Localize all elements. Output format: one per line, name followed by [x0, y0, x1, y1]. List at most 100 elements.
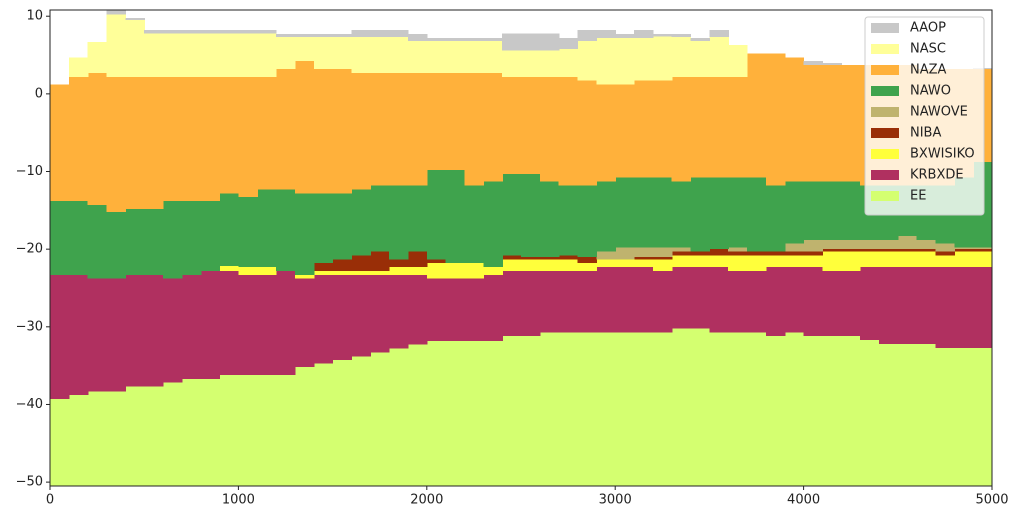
y-tick-label: −20 — [16, 242, 43, 257]
area-step — [803, 65, 824, 182]
area-step — [294, 274, 315, 279]
x-tick-label: 4000 — [787, 493, 820, 508]
legend: AAOP NASC NAZA NAWO NAWOVE NIBA BXWISIKO KRBXDE… — [864, 16, 985, 216]
area-step — [464, 278, 484, 341]
area-step — [615, 247, 635, 260]
area-step — [615, 259, 635, 268]
area-step — [897, 235, 918, 250]
area-step — [426, 278, 447, 341]
area-step — [803, 267, 824, 337]
area-step — [652, 36, 673, 81]
area-step — [765, 185, 786, 252]
area-step — [257, 374, 277, 486]
area-step — [671, 181, 692, 248]
area-step — [596, 251, 616, 260]
area-step — [747, 332, 767, 486]
area-step — [935, 251, 955, 256]
area-step — [426, 41, 447, 73]
area-step — [106, 14, 126, 77]
area-step — [426, 72, 447, 170]
area-step — [803, 61, 824, 66]
area-step — [728, 332, 748, 486]
area-step — [577, 263, 597, 271]
area-step — [68, 274, 89, 396]
legend-swatch — [871, 65, 899, 75]
area-step — [690, 255, 710, 268]
area-step — [973, 347, 992, 486]
area-step — [294, 37, 315, 62]
area-step — [558, 76, 579, 186]
area-step — [973, 249, 992, 252]
area-step — [464, 41, 484, 73]
area-step — [634, 177, 654, 248]
legend-label: NIBA — [910, 126, 941, 141]
area-step — [125, 20, 145, 77]
area-step — [50, 201, 70, 275]
area-step — [389, 274, 409, 349]
area-step — [351, 270, 371, 275]
legend-swatch — [871, 191, 899, 201]
area-step — [728, 251, 748, 256]
area-step — [389, 348, 409, 486]
area-step — [200, 33, 221, 77]
area-step — [332, 270, 353, 275]
area-step — [426, 37, 447, 42]
area-step — [916, 343, 937, 486]
area-step — [747, 251, 767, 256]
legend-label: NAZA — [910, 63, 947, 78]
area-step — [784, 255, 805, 268]
area-step — [502, 255, 522, 260]
area-step — [276, 374, 296, 486]
area-step — [483, 72, 503, 182]
area-step — [822, 65, 842, 182]
area-step — [652, 332, 673, 486]
area-step — [445, 169, 466, 264]
area-step — [219, 270, 239, 375]
area-step — [370, 274, 390, 353]
area-step — [276, 189, 296, 271]
area-step — [483, 181, 503, 268]
area-step — [370, 270, 390, 275]
area-step — [426, 340, 447, 486]
area-step — [615, 84, 635, 178]
area-step — [125, 76, 145, 209]
area-step — [709, 255, 729, 268]
x-tick-label: 3000 — [599, 493, 632, 508]
area-step — [747, 255, 767, 271]
area-step — [671, 247, 692, 252]
area-step — [502, 259, 522, 271]
area-step — [690, 177, 710, 252]
area-step — [916, 267, 937, 344]
area-step — [521, 336, 541, 486]
area-step — [652, 34, 673, 37]
area-step — [106, 391, 126, 486]
area-step — [313, 270, 334, 275]
area-step — [332, 34, 353, 38]
area-step — [803, 255, 824, 268]
legend-swatch — [871, 149, 899, 159]
area-step — [294, 193, 315, 275]
legend-label: NASC — [910, 42, 946, 57]
area-step — [878, 249, 899, 252]
area-step — [370, 72, 390, 186]
area-step — [351, 274, 371, 357]
area-step — [558, 255, 579, 260]
legend-label: BXWISIKO — [910, 147, 975, 162]
area-step — [539, 76, 560, 182]
area-step — [954, 267, 974, 348]
x-tick-label: 0 — [46, 493, 54, 508]
area-step — [803, 181, 824, 240]
area-step — [351, 356, 371, 486]
legend-label: NAWO — [910, 84, 951, 99]
area-step — [539, 270, 560, 333]
area-step — [634, 80, 654, 178]
area-step — [464, 72, 484, 186]
area-step — [276, 37, 296, 70]
area-step — [897, 267, 918, 344]
area-step — [822, 239, 842, 250]
area-step — [68, 57, 89, 77]
area-step — [973, 267, 992, 348]
area-step — [803, 336, 824, 486]
area-step — [351, 30, 371, 38]
